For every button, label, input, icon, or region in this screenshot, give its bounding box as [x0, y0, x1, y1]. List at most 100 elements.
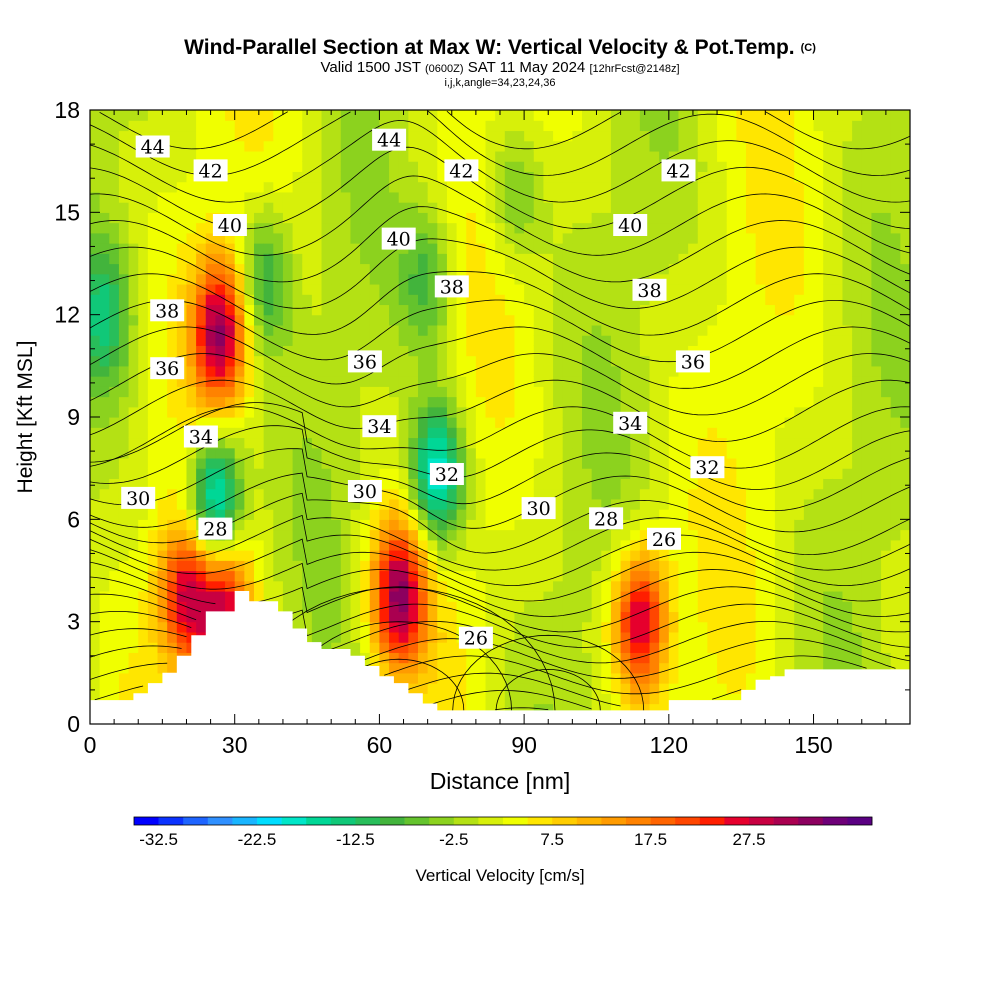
velocity-cell	[340, 171, 352, 183]
velocity-cell	[360, 396, 371, 408]
velocity-cell	[273, 386, 284, 398]
velocity-cell	[601, 365, 612, 377]
velocity-cell	[292, 396, 303, 408]
velocity-cell	[620, 376, 631, 387]
velocity-cell	[118, 181, 130, 193]
velocity-cell	[852, 110, 863, 121]
velocity-cell	[591, 683, 602, 694]
velocity-cell	[659, 212, 670, 224]
velocity-cell	[244, 355, 255, 367]
velocity-cell	[398, 447, 409, 459]
velocity-cell	[360, 447, 371, 459]
velocity-cell	[90, 509, 101, 520]
velocity-cell	[794, 171, 805, 183]
velocity-cell	[524, 672, 535, 684]
velocity-cell	[99, 457, 110, 469]
velocity-cell	[495, 570, 506, 582]
velocity-cell	[109, 222, 120, 234]
velocity-cell	[639, 304, 651, 316]
velocity-cell	[794, 222, 805, 234]
velocity-cell	[678, 590, 689, 602]
velocity-cell	[813, 529, 824, 541]
velocity-cell	[842, 150, 853, 162]
velocity-cell	[118, 263, 130, 275]
velocity-cell	[263, 110, 274, 121]
velocity-cell	[794, 519, 805, 531]
velocity-cell	[360, 212, 371, 224]
velocity-cell	[553, 662, 564, 674]
velocity-cell	[90, 437, 101, 449]
velocity-cell	[225, 232, 236, 244]
velocity-cell	[99, 365, 110, 377]
velocity-cell	[688, 202, 699, 213]
velocity-cell	[514, 693, 525, 705]
velocity-cell	[524, 263, 535, 275]
velocity-cell	[456, 324, 467, 336]
velocity-cell	[466, 181, 477, 193]
velocity-cell	[360, 590, 371, 602]
velocity-cell	[118, 580, 130, 592]
velocity-cell	[543, 478, 554, 490]
velocity-cell	[591, 672, 602, 684]
velocity-cell	[620, 447, 631, 459]
velocity-cell	[832, 202, 844, 213]
velocity-cell	[649, 202, 660, 213]
velocity-cell	[765, 550, 776, 561]
velocity-cell	[263, 498, 274, 510]
velocity-cell	[234, 263, 245, 275]
velocity-cell	[717, 365, 728, 377]
velocity-cell	[639, 191, 651, 203]
velocity-cell	[881, 560, 892, 572]
velocity-cell	[196, 447, 207, 459]
velocity-cell	[360, 468, 371, 479]
velocity-cell	[649, 478, 660, 490]
velocity-cell	[620, 120, 631, 132]
velocity-cell	[167, 550, 178, 561]
velocity-cell	[726, 539, 737, 551]
velocity-cell	[475, 672, 487, 684]
velocity-cell	[842, 417, 853, 428]
velocity-cell	[649, 560, 660, 572]
velocity-cell	[823, 212, 834, 224]
velocity-cell	[109, 406, 120, 418]
velocity-cell	[803, 120, 815, 132]
velocity-cell	[147, 621, 159, 633]
velocity-cell	[331, 263, 342, 275]
velocity-cell	[176, 232, 188, 244]
velocity-cell	[118, 335, 130, 346]
velocity-cell	[707, 417, 718, 428]
velocity-cell	[205, 376, 217, 387]
velocity-cell	[803, 509, 815, 520]
velocity-cell	[842, 570, 853, 582]
velocity-cell	[90, 580, 101, 592]
velocity-cell	[90, 621, 101, 633]
velocity-cell	[736, 386, 747, 398]
velocity-cell	[331, 232, 342, 244]
velocity-cell	[234, 376, 245, 387]
velocity-cell	[340, 181, 352, 193]
velocity-cell	[466, 273, 477, 285]
velocity-cell	[128, 621, 139, 633]
velocity-cell	[562, 642, 573, 653]
velocity-cell	[813, 181, 824, 193]
velocity-cell	[543, 283, 554, 295]
velocity-cell	[639, 478, 651, 490]
velocity-cell	[659, 417, 670, 428]
velocity-cell	[591, 130, 602, 142]
velocity-cell	[408, 672, 419, 684]
velocity-cell	[717, 427, 728, 439]
velocity-cell	[263, 130, 274, 142]
velocity-cell	[350, 498, 361, 510]
velocity-cell	[466, 222, 477, 234]
velocity-cell	[90, 672, 101, 684]
velocity-cell	[832, 437, 844, 449]
velocity-cell	[707, 590, 718, 602]
velocity-cell	[446, 672, 458, 684]
velocity-cell	[553, 304, 564, 316]
velocity-cell	[379, 314, 390, 326]
velocity-cell	[437, 243, 448, 254]
velocity-cell	[311, 110, 323, 121]
velocity-cell	[572, 345, 583, 357]
velocity-cell	[215, 539, 226, 551]
velocity-cell	[562, 120, 573, 132]
